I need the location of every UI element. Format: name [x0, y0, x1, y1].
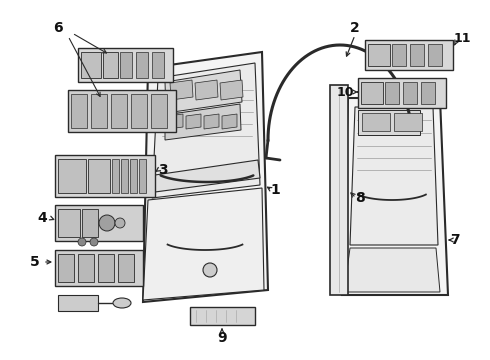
PathPatch shape — [195, 80, 218, 100]
Circle shape — [115, 218, 125, 228]
Text: 8: 8 — [355, 191, 365, 205]
PathPatch shape — [362, 113, 390, 131]
Bar — [131, 94, 147, 128]
Bar — [55, 250, 143, 286]
PathPatch shape — [143, 52, 268, 302]
Bar — [58, 209, 80, 237]
Circle shape — [78, 238, 86, 246]
Bar — [139, 159, 146, 193]
Text: 3: 3 — [158, 163, 168, 177]
Circle shape — [99, 215, 115, 231]
Bar — [98, 254, 114, 282]
Bar — [112, 159, 119, 193]
Bar — [55, 205, 143, 241]
Bar — [120, 52, 132, 78]
PathPatch shape — [165, 70, 242, 113]
Bar — [81, 52, 101, 78]
PathPatch shape — [350, 107, 438, 245]
PathPatch shape — [222, 114, 237, 129]
Bar — [368, 44, 390, 66]
Bar — [385, 82, 399, 104]
Bar — [428, 44, 442, 66]
Text: 4: 4 — [37, 211, 47, 225]
PathPatch shape — [344, 248, 440, 292]
Bar — [403, 82, 417, 104]
Ellipse shape — [113, 298, 131, 308]
Bar — [71, 94, 87, 128]
Circle shape — [90, 238, 98, 246]
PathPatch shape — [143, 188, 264, 300]
Bar — [58, 254, 74, 282]
Text: 5: 5 — [30, 255, 40, 269]
Bar — [392, 44, 406, 66]
PathPatch shape — [358, 110, 420, 135]
PathPatch shape — [220, 80, 243, 100]
Bar — [365, 40, 453, 70]
Bar — [88, 159, 110, 193]
Bar — [118, 254, 134, 282]
Bar — [410, 44, 424, 66]
PathPatch shape — [170, 80, 193, 100]
PathPatch shape — [190, 307, 255, 325]
Text: 9: 9 — [217, 331, 227, 345]
PathPatch shape — [186, 114, 201, 129]
Bar — [68, 90, 176, 132]
Bar — [58, 159, 86, 193]
Bar — [103, 52, 118, 78]
Text: 1: 1 — [270, 183, 280, 197]
Bar — [151, 94, 167, 128]
Bar — [82, 209, 98, 237]
PathPatch shape — [155, 160, 260, 192]
Text: 7: 7 — [450, 233, 460, 247]
PathPatch shape — [204, 114, 219, 129]
Text: 10: 10 — [336, 85, 354, 99]
PathPatch shape — [330, 85, 348, 295]
Bar — [55, 155, 155, 197]
PathPatch shape — [342, 98, 448, 295]
Bar — [130, 159, 137, 193]
Text: 6: 6 — [53, 21, 63, 35]
Text: 2: 2 — [350, 21, 360, 35]
Text: 11: 11 — [453, 31, 471, 45]
Bar — [136, 52, 148, 78]
PathPatch shape — [165, 104, 241, 140]
Bar — [421, 82, 435, 104]
PathPatch shape — [168, 114, 183, 129]
Bar — [78, 254, 94, 282]
Circle shape — [203, 263, 217, 277]
Bar — [361, 82, 383, 104]
Bar — [111, 94, 127, 128]
PathPatch shape — [152, 63, 260, 198]
Bar — [58, 295, 98, 311]
Bar — [91, 94, 107, 128]
Bar — [78, 48, 173, 82]
Bar — [121, 159, 128, 193]
Bar — [152, 52, 164, 78]
Bar — [358, 78, 446, 108]
PathPatch shape — [394, 113, 422, 131]
